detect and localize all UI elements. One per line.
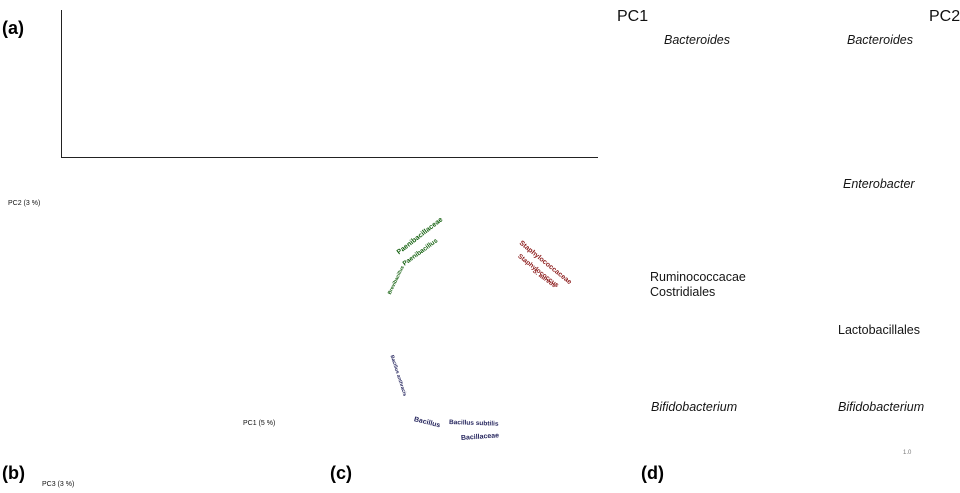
panel-c-label: (c) <box>330 463 352 483</box>
taxon-lactobacillales: Lactobacillales <box>838 323 920 337</box>
panel-a-y-axis-line <box>61 10 62 158</box>
pc1-axis-label: PC1 (5 %) <box>243 420 276 427</box>
pc1-tree-title: PC1 <box>617 8 649 25</box>
pcoa-scatter-plot <box>0 190 275 493</box>
taxon-bifidobacterium-right: Bifidobacterium <box>838 400 925 414</box>
circular-cladogram <box>325 190 645 493</box>
taxon-bifidobacterium-left: Bifidobacterium <box>651 400 738 414</box>
scale-bar-label: 1.0 <box>903 450 912 456</box>
taxon-costridiales: Costridiales <box>650 285 716 299</box>
taxon-enterobacter: Enterobacter <box>843 177 915 191</box>
pc2-axis-label: PC2 (3 %) <box>8 200 41 207</box>
panel-a-x-axis-line <box>61 157 598 158</box>
panel-a-label: (a) <box>2 18 24 38</box>
taxon-bacteroides-right: Bacteroides <box>847 33 914 47</box>
pc3-axis-label: PC3 (3 %) <box>42 481 75 488</box>
pc2-tree-title: PC2 <box>929 8 960 25</box>
mirrored-trees <box>635 0 960 493</box>
taxon-bacteroides-left: Bacteroides <box>664 33 731 47</box>
panel-d-label: (d) <box>641 463 664 483</box>
stacked-bar-chart <box>62 10 598 157</box>
panel-b-label: (b) <box>2 463 25 483</box>
taxon-ruminococcacae: Ruminococcacae <box>650 270 746 284</box>
panel-a-axis-ticks <box>62 1 598 9</box>
